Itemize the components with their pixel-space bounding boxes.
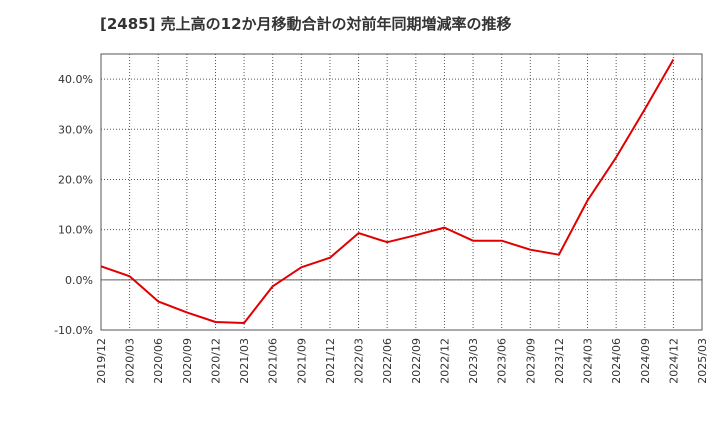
x-tick-label: 2022/03 — [353, 338, 366, 384]
x-tick-label: 2024/12 — [667, 338, 680, 384]
x-tick-label: 2020/09 — [181, 338, 194, 384]
x-tick-label: 2022/09 — [410, 338, 423, 384]
x-tick-label: 2021/03 — [238, 338, 251, 384]
chart-title: [2485] 売上高の12か月移動合計の対前年同期増減率の推移 — [100, 15, 512, 33]
x-tick-label: 2020/06 — [152, 338, 165, 384]
y-tick-labels: -10.0% 0.0% 10.0% 20.0% 30.0% 40.0% — [54, 73, 93, 337]
y-tick-label: 20.0% — [58, 173, 93, 186]
series-line — [100, 59, 675, 324]
series-layer — [100, 59, 675, 324]
x-tick-label: 2019/12 — [95, 338, 108, 384]
y-tick-label: -10.0% — [54, 324, 93, 337]
y-tick-label: 0.0% — [65, 274, 93, 287]
x-tick-label: 2020/03 — [124, 338, 137, 384]
y-tick-label: 40.0% — [58, 73, 93, 86]
x-tick-label: 2021/06 — [267, 338, 280, 384]
x-tick-label: 2021/09 — [295, 338, 308, 384]
x-tick-label: 2024/06 — [610, 338, 623, 384]
x-tick-labels: 2019/12 2020/03 2020/06 2020/09 2020/12 2021/… — [95, 338, 709, 384]
x-tick-label: 2024/09 — [639, 338, 652, 384]
x-tick-label: 2023/12 — [553, 338, 566, 384]
x-tick-label: 2020/12 — [209, 338, 222, 384]
x-tick-label: 2023/09 — [524, 338, 537, 384]
plot-frame — [100, 53, 703, 331]
y-tick-label: 30.0% — [58, 123, 93, 136]
axes — [100, 53, 703, 331]
x-tick-label: 2023/03 — [467, 338, 480, 384]
x-tick-label: 2024/03 — [582, 338, 595, 384]
x-tick-label: 2025/03 — [696, 338, 709, 384]
x-tick-label: 2021/12 — [324, 338, 337, 384]
x-tick-label: 2022/06 — [381, 338, 394, 384]
y-tick-label: 10.0% — [58, 224, 93, 237]
x-tick-label: 2023/06 — [496, 338, 509, 384]
grid-lines — [101, 54, 702, 330]
x-tick-label: 2022/12 — [438, 338, 451, 384]
